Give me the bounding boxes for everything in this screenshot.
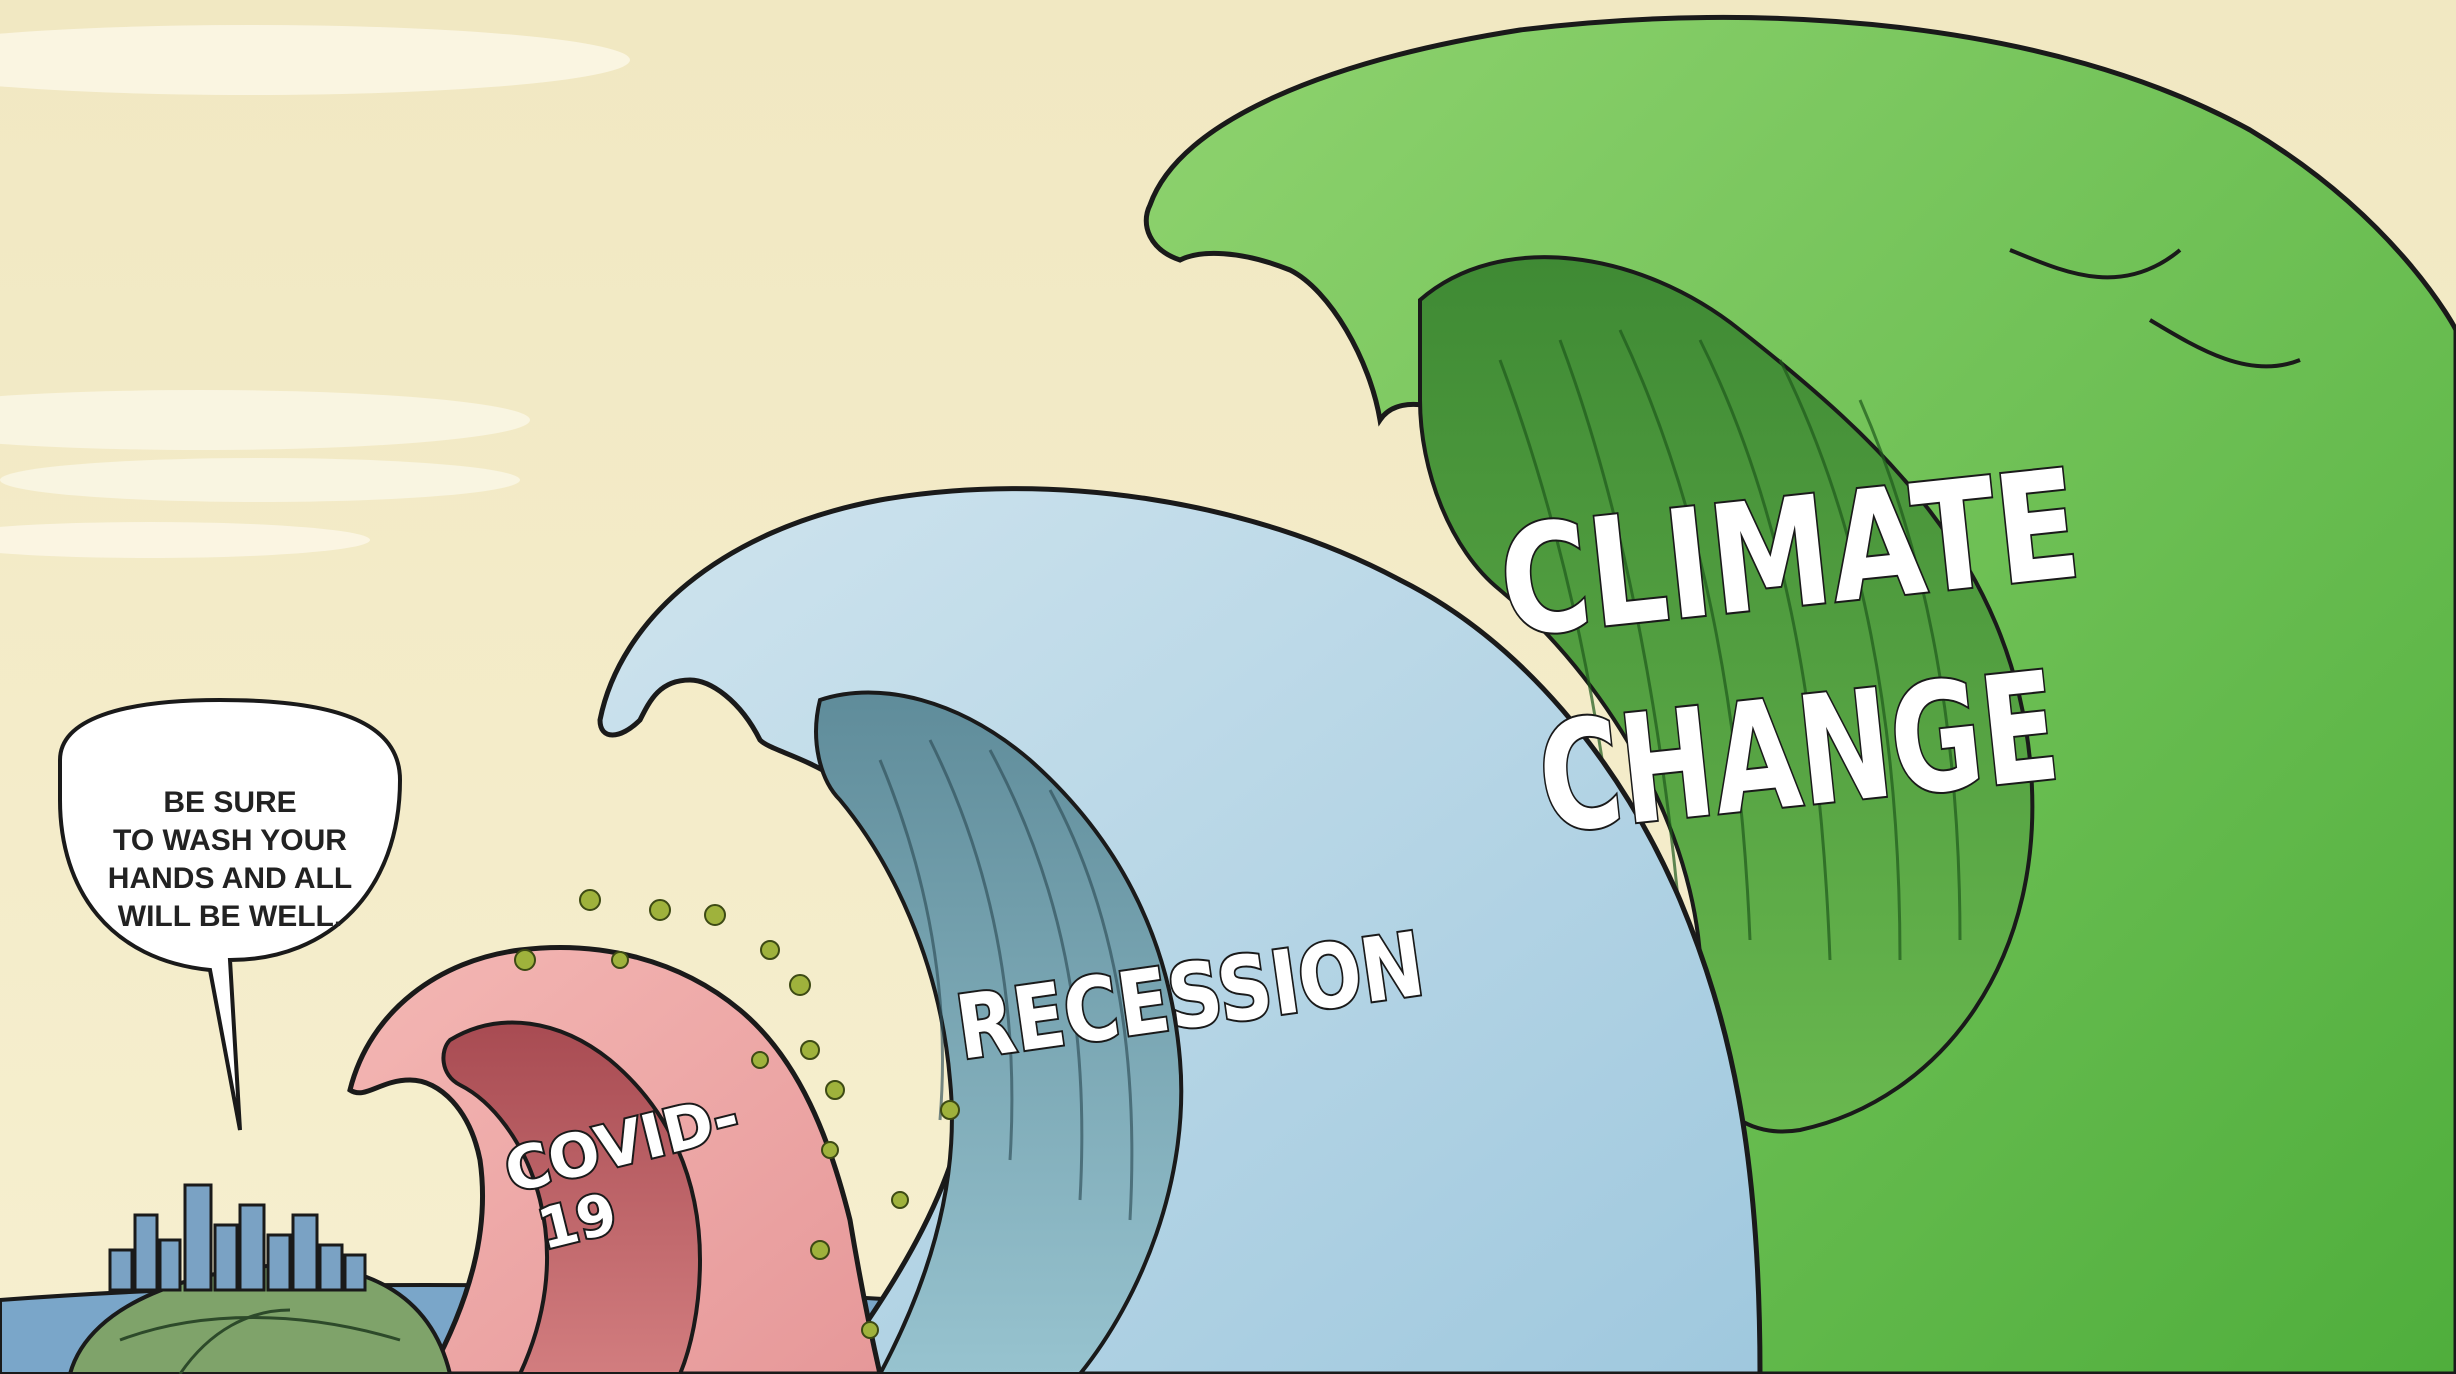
virus-icon bbox=[514, 889, 960, 1339]
bubble-line-2: TO WASH YOUR bbox=[113, 824, 347, 857]
speech-bubble: BE SURE TO WASH YOUR HANDS AND ALL WILL … bbox=[58, 697, 403, 1131]
bubble-line-4: WILL BE WELL. bbox=[118, 900, 342, 933]
clouds bbox=[0, 25, 630, 558]
bubble-line-3: HANDS AND ALL bbox=[108, 862, 352, 895]
island bbox=[67, 1262, 453, 1374]
covid-19-wave bbox=[347, 945, 883, 1374]
bubble-line-1: BE SURE bbox=[163, 786, 296, 819]
recession-wave bbox=[597, 486, 1763, 1374]
globe-icon bbox=[119, 1308, 401, 1374]
city-skyline-icon bbox=[108, 1183, 367, 1292]
